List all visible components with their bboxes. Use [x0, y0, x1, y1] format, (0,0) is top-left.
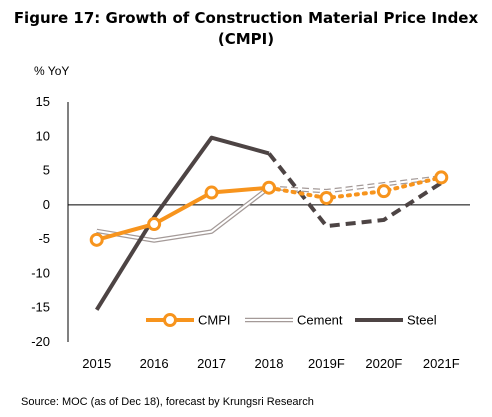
x-tick-label: 2015	[82, 356, 111, 371]
series-line-forecast-inner	[268, 176, 442, 193]
series-line-historical	[96, 185, 270, 242]
legend-item-cement: Cement	[245, 313, 343, 328]
legend-item-steel: Steel	[355, 313, 437, 328]
y-tick-label: -5	[38, 231, 50, 246]
x-axis-ticks: 2015 2016 2017 2018 2019F 2020F 2021F	[82, 356, 460, 371]
series-cmpi	[89, 170, 449, 247]
chart-title: Figure 17: Growth of Construction Materi…	[0, 8, 492, 50]
x-tick-label: 2020F	[365, 356, 402, 371]
source-note: Source: MOC (as of Dec 18), forecast by …	[21, 396, 314, 408]
y-tick-label: 0	[43, 197, 50, 212]
line-chart: % YoY 15 10 5 0 -5 -10 -15 -20 2015 2016 2017 2018…	[31, 64, 470, 371]
data-point-marker	[434, 170, 449, 185]
y-axis-label: % YoY	[34, 64, 69, 78]
series-line-historical-inner	[96, 186, 270, 242]
x-tick-label: 2019F	[308, 356, 345, 371]
chart-title-line1: Figure 17: Growth of Construction Materi…	[13, 9, 479, 27]
legend-label: Cement	[297, 313, 343, 328]
y-tick-label: -15	[31, 300, 50, 315]
series-line-forecast	[267, 175, 444, 201]
y-tick-label: -20	[31, 334, 50, 349]
x-tick-label: 2016	[140, 356, 169, 371]
y-tick-label: -10	[31, 265, 50, 280]
y-tick-label: 5	[43, 163, 50, 178]
series-line-historical	[95, 135, 270, 311]
data-point-marker	[204, 185, 219, 200]
legend: CMPI Cement Steel	[146, 313, 437, 328]
series-cement	[96, 175, 442, 243]
y-tick-label: 10	[36, 128, 50, 143]
series-steel	[95, 135, 443, 311]
data-point-marker	[376, 184, 391, 199]
legend-item-cmpi: CMPI	[146, 313, 231, 328]
x-tick-label: 2018	[255, 356, 284, 371]
data-point-marker	[147, 217, 162, 232]
x-tick-label: 2021F	[423, 356, 460, 371]
data-point-marker	[89, 232, 104, 247]
y-tick-label: 15	[36, 94, 50, 109]
y-axis-ticks: 15 10 5 0 -5 -10 -15 -20	[31, 94, 50, 349]
legend-label: Steel	[407, 313, 437, 328]
legend-marker	[163, 313, 177, 327]
x-tick-label: 2017	[197, 356, 226, 371]
series-layer	[67, 102, 470, 342]
chart-title-line2: (CMPI)	[217, 30, 275, 48]
legend-label: CMPI	[198, 313, 231, 328]
series-line-forecast	[267, 152, 443, 229]
data-point-marker	[262, 180, 276, 195]
data-point-marker	[319, 191, 334, 205]
